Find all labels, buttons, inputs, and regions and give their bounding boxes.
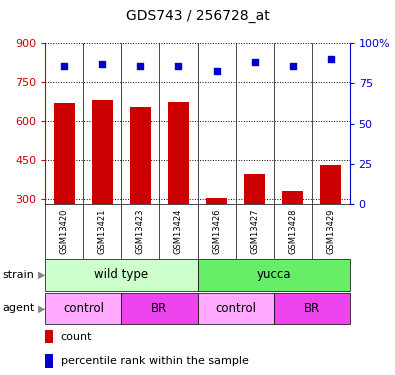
Bar bbox=[244, 174, 265, 204]
Text: GSM13424: GSM13424 bbox=[174, 209, 183, 254]
Point bbox=[213, 68, 220, 74]
Text: GSM13420: GSM13420 bbox=[60, 209, 69, 254]
Text: ▶: ▶ bbox=[38, 270, 45, 280]
Text: control: control bbox=[215, 302, 256, 315]
Bar bbox=[273, 292, 350, 324]
Text: GSM13427: GSM13427 bbox=[250, 209, 259, 254]
Text: GSM13426: GSM13426 bbox=[212, 209, 221, 254]
Point bbox=[175, 63, 182, 69]
Text: yucca: yucca bbox=[256, 268, 291, 281]
Point bbox=[137, 63, 144, 69]
Text: BR: BR bbox=[303, 302, 320, 315]
Bar bbox=[168, 102, 189, 204]
Bar bbox=[45, 292, 122, 324]
Point bbox=[61, 63, 68, 69]
Text: agent: agent bbox=[2, 303, 34, 313]
Text: count: count bbox=[61, 332, 92, 342]
Point bbox=[290, 63, 296, 69]
Bar bbox=[45, 330, 53, 344]
Text: GSM13423: GSM13423 bbox=[136, 209, 145, 254]
Text: wild type: wild type bbox=[94, 268, 149, 281]
Text: control: control bbox=[63, 302, 104, 315]
Point bbox=[327, 56, 334, 62]
Bar bbox=[45, 259, 198, 291]
Bar bbox=[282, 191, 303, 204]
Bar bbox=[198, 259, 350, 291]
Text: ▶: ▶ bbox=[38, 303, 45, 313]
Bar bbox=[92, 100, 113, 204]
Bar bbox=[320, 165, 341, 204]
Text: GSM13429: GSM13429 bbox=[326, 209, 335, 254]
Text: percentile rank within the sample: percentile rank within the sample bbox=[61, 356, 248, 366]
Bar bbox=[206, 198, 227, 204]
Bar bbox=[130, 107, 151, 204]
Text: GDS743 / 256728_at: GDS743 / 256728_at bbox=[126, 9, 269, 23]
Bar bbox=[54, 103, 75, 204]
Text: strain: strain bbox=[2, 270, 34, 280]
Point bbox=[99, 61, 105, 67]
Bar bbox=[122, 292, 198, 324]
Bar bbox=[45, 354, 53, 368]
Point bbox=[251, 60, 258, 66]
Bar bbox=[198, 292, 274, 324]
Text: GSM13421: GSM13421 bbox=[98, 209, 107, 254]
Text: GSM13428: GSM13428 bbox=[288, 209, 297, 254]
Text: BR: BR bbox=[151, 302, 167, 315]
